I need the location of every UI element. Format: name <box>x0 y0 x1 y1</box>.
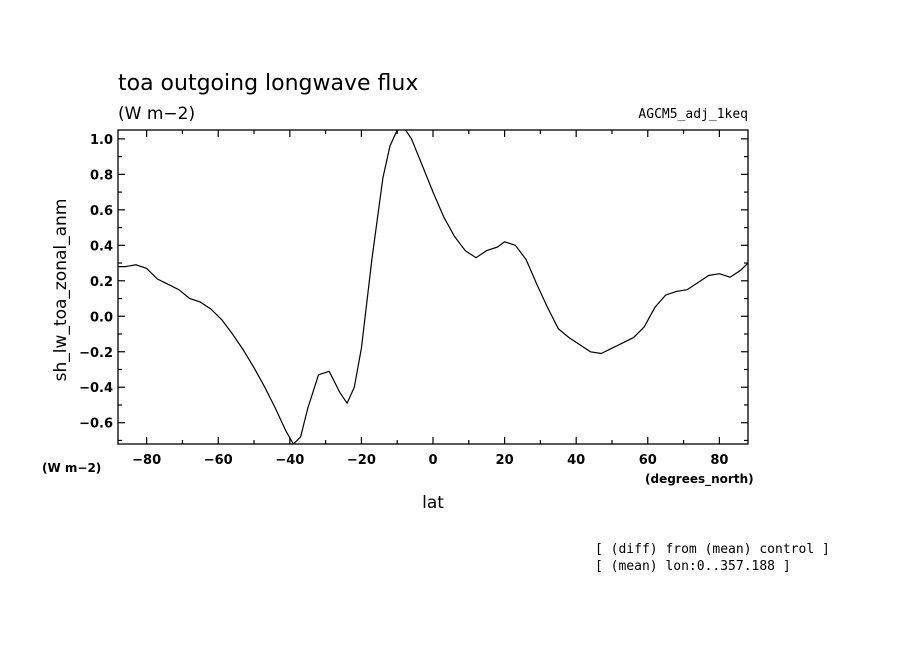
series-layer <box>118 130 748 444</box>
x-tick-label: 60 <box>639 453 657 468</box>
mean-note: [ (mean) lon:0..357.188 ] <box>595 559 791 574</box>
x-axis-label: lat <box>422 493 444 513</box>
series-line-0 <box>118 130 748 444</box>
y-tick-label: −0.2 <box>79 346 113 361</box>
x-tick-label: 0 <box>428 453 437 468</box>
y-axis-label: sh_lw_toa_zonal_anm <box>51 199 71 382</box>
y-tick-label: 0.6 <box>90 204 113 219</box>
x-axis-units: (degrees_north) <box>645 472 754 487</box>
y-tick-label: −0.6 <box>79 417 113 432</box>
plot-border <box>117 129 749 445</box>
y-tick-label: −0.4 <box>79 381 113 396</box>
y-tick-label: 0.8 <box>90 168 113 183</box>
x-tick-label: 80 <box>710 453 728 468</box>
y-tick-label: 0.4 <box>90 239 113 254</box>
chart-title: toa outgoing longwave flux <box>118 71 418 96</box>
x-tick-label: −40 <box>275 453 304 468</box>
x-tick-label: 40 <box>567 453 585 468</box>
y-tick-label: 0.0 <box>90 310 113 325</box>
y-tick-label: 0.2 <box>90 275 113 290</box>
y-axis-units: (W m−2) <box>42 461 101 475</box>
y-tick-label: 1.0 <box>90 133 113 148</box>
x-tick-label: −60 <box>204 453 233 468</box>
chart-subtitle-units: (W m−2) <box>118 104 195 124</box>
y-axis-ticks: −0.6 −0.4 −0.2 0.0 0.2 0.4 0.6 0.8 1.0 <box>79 133 748 442</box>
diff-note: [ (diff) from (mean) control ] <box>595 542 830 557</box>
x-tick-label: −80 <box>132 453 161 468</box>
experiment-label: AGCM5_adj_1keq <box>638 107 748 122</box>
x-axis-ticks: −80 −60 −40 −20 0 20 40 60 80 <box>132 130 728 468</box>
x-tick-label: −20 <box>347 453 376 468</box>
plot-frame <box>117 129 749 445</box>
x-tick-label: 20 <box>496 453 514 468</box>
